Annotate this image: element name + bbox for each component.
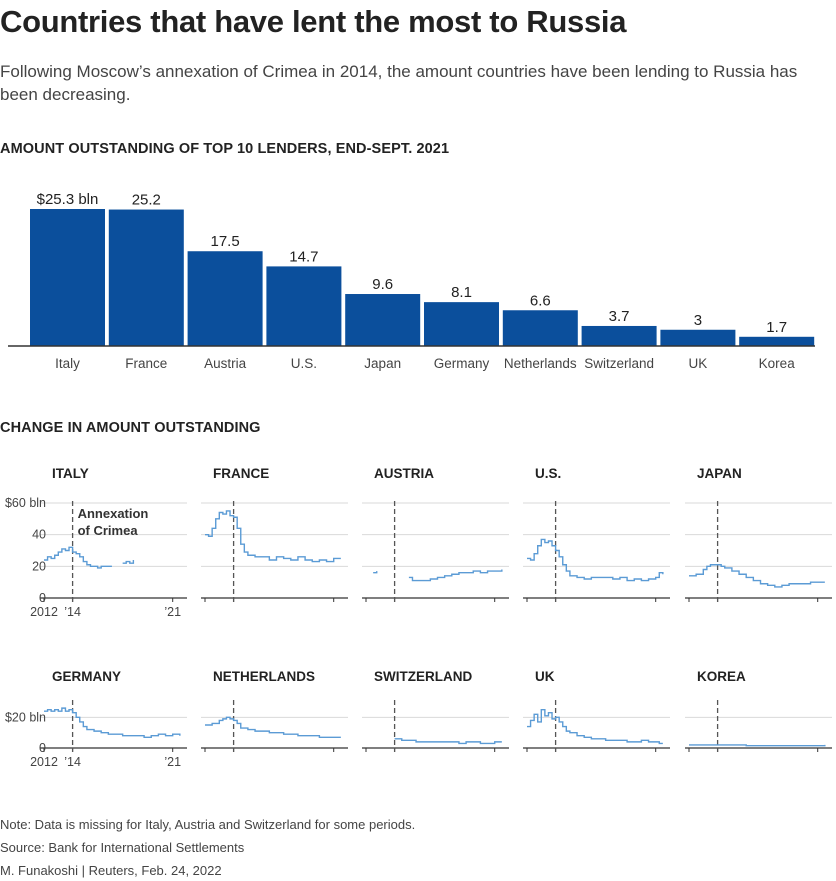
y-tick-label: 40 — [32, 528, 46, 542]
bar-us — [266, 266, 342, 346]
series-line-france — [205, 510, 341, 563]
series-line-austria — [408, 569, 503, 582]
series-line-italy — [44, 546, 112, 569]
bar-uk — [660, 329, 736, 346]
series-line-us — [527, 538, 664, 582]
bar-value-label: 1.7 — [766, 319, 787, 336]
y-tick-label: 20 — [32, 559, 46, 573]
bar-value-label: 17.5 — [210, 233, 239, 250]
y-tick-label: $20 bln — [5, 710, 46, 724]
y-tick-label: 0 — [39, 591, 46, 605]
bar-category-label: Switzerland — [584, 356, 654, 371]
panel-title-us: U.S. — [535, 466, 561, 481]
panel-title-austria: AUSTRIA — [374, 466, 434, 481]
bar-switzerland — [581, 325, 657, 346]
series-line-switzerland — [394, 738, 502, 745]
bar-netherlands — [502, 310, 578, 346]
bar-germany — [424, 302, 499, 346]
x-tick-label: ’21 — [164, 755, 181, 769]
series-line-germany — [44, 707, 181, 738]
chart-title: Countries that have lent the most to Rus… — [0, 4, 627, 39]
footnote: Note: Data is missing for Italy, Austria… — [0, 817, 416, 832]
x-tick-label: ’21 — [164, 605, 181, 619]
y-tick-label: $60 bln — [5, 496, 46, 510]
bar-category-label: Italy — [55, 356, 80, 371]
series-line-austria — [373, 571, 378, 574]
panel-title-netherlands: NETHERLANDS — [213, 669, 315, 684]
bar-value-label: $25.3 bln — [37, 191, 99, 208]
bar-category-label: U.S. — [291, 356, 317, 371]
bar-austria — [187, 251, 263, 346]
bar-category-label: UK — [689, 356, 708, 371]
panel-title-italy: ITALY — [52, 466, 89, 481]
series-line-netherlands — [205, 716, 341, 738]
source-line: Source: Bank for International Settlemen… — [0, 840, 245, 855]
x-tick-label: ’14 — [64, 605, 81, 619]
bar-value-label: 25.2 — [132, 192, 161, 209]
panel-title-switzerland: SWITZERLAND — [374, 669, 472, 684]
bar-category-label: Austria — [204, 356, 247, 371]
bar-italy — [30, 209, 105, 346]
x-tick-label: 2012 — [30, 605, 58, 619]
bar-value-label: 9.6 — [372, 276, 393, 293]
panel-title-france: FRANCE — [213, 466, 269, 481]
x-tick-label: ’14 — [64, 755, 81, 769]
credit-line: M. Funakoshi | Reuters, Feb. 24, 2022 — [0, 863, 222, 878]
series-line-korea — [689, 744, 826, 747]
series-line-uk — [527, 708, 663, 745]
x-tick-label: 2012 — [30, 755, 58, 769]
bar-france — [108, 209, 184, 346]
change-section-title: CHANGE IN AMOUNT OUTSTANDING — [0, 420, 261, 436]
chart-subtitle: Following Moscow’s annexation of Crimea … — [0, 62, 798, 104]
y-tick-label: 0 — [39, 741, 46, 755]
panel-title-uk: UK — [535, 669, 555, 684]
small-multiples-chart: ITALY$60 bln402002012’14’21Annexationof … — [5, 466, 832, 769]
bar-value-label: 3 — [694, 312, 702, 329]
series-line-japan — [689, 564, 825, 588]
bar-section-title: AMOUNT OUTSTANDING OF TOP 10 LENDERS, EN… — [0, 141, 450, 157]
bar-category-label: Netherlands — [504, 356, 577, 371]
bar-value-label: 8.1 — [451, 284, 472, 301]
panel-title-japan: JAPAN — [697, 466, 742, 481]
series-line-italy — [122, 560, 135, 564]
bar-category-label: Korea — [759, 356, 796, 371]
bar-value-label: 14.7 — [289, 248, 318, 265]
bar-japan — [345, 294, 421, 346]
annotation-label: Annexation — [78, 506, 149, 521]
bar-category-label: Japan — [364, 356, 401, 371]
annotation-label: of Crimea — [78, 523, 139, 538]
bar-value-label: 6.6 — [530, 292, 551, 309]
bar-value-label: 3.7 — [609, 308, 630, 325]
panel-title-germany: GERMANY — [52, 669, 121, 684]
panel-title-korea: KOREA — [697, 669, 746, 684]
bar-chart: $25.3 bln Italy 25.2 France 17.5 Austria 14.7 U… — [8, 191, 815, 371]
bar-category-label: France — [125, 356, 167, 371]
bar-korea — [739, 336, 815, 346]
bar-category-label: Germany — [434, 356, 490, 371]
